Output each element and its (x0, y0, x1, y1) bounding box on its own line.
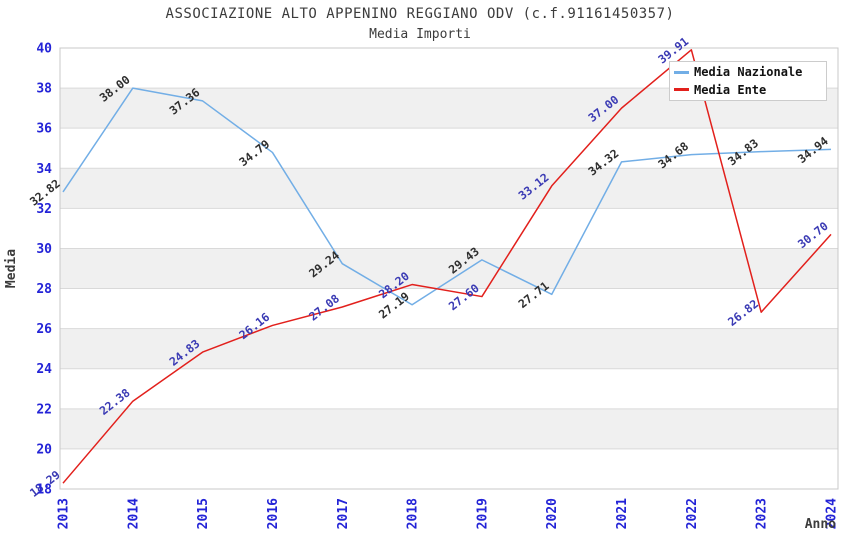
legend: Media Nazionale Media Ente (669, 61, 827, 101)
y-tick-label: 30 (36, 242, 52, 257)
data-label-media-nazionale: 34.79 (236, 137, 272, 169)
plot-border (59, 47, 839, 490)
plot-band (60, 168, 838, 209)
data-label-media-ente: 27.08 (306, 291, 342, 323)
x-tick-label: 2015 (196, 498, 211, 529)
x-tick-label: 2019 (475, 498, 490, 529)
y-tick-label: 40 (36, 42, 52, 57)
legend-line-icon-ente (674, 88, 689, 92)
data-label-media-ente: 26.82 (725, 297, 761, 329)
series-line-media-nazionale (62, 87, 832, 306)
y-tick-label: 18 (36, 483, 52, 498)
chart-title: ASSOCIAZIONE ALTO APPENINO REGGIANO ODV … (165, 6, 675, 22)
y-tick-label: 26 (36, 322, 52, 337)
x-tick-label: 2024 (825, 498, 840, 529)
legend-item-media-ente: Media Ente (674, 83, 826, 97)
y-tick-label: 20 (36, 442, 52, 457)
y-tick-label: 22 (36, 402, 52, 417)
x-axis-label: Anno (805, 517, 836, 532)
plot-band (60, 408, 838, 449)
y-tick-label: 32 (36, 202, 52, 217)
x-tick-label: 2022 (685, 498, 700, 529)
x-tick-label: 2021 (615, 498, 630, 529)
x-tick-label: 2017 (336, 498, 351, 529)
y-tick-label: 34 (36, 162, 52, 177)
x-tick-label: 2014 (126, 498, 141, 529)
y-tick-label: 28 (36, 282, 52, 297)
legend-label-media-nazionale: Media Nazionale (694, 65, 803, 80)
legend-line-icon-nazionale (674, 70, 689, 74)
chart-subtitle: Media Importi (369, 27, 471, 42)
x-tick-label: 2023 (755, 498, 770, 529)
x-tick-label: 2020 (545, 498, 560, 529)
legend-item-media-nazionale: Media Nazionale (674, 65, 826, 79)
y-tick-label: 36 (36, 122, 52, 137)
y-tick-label: 24 (36, 362, 52, 377)
x-tick-label: 2016 (266, 498, 281, 529)
y-tick-label: 38 (36, 82, 52, 97)
x-tick-label: 2013 (57, 498, 72, 529)
y-axis-label: Media (4, 249, 19, 288)
data-label-media-ente: 30.70 (795, 219, 831, 251)
legend-label-media-ente: Media Ente (694, 82, 767, 97)
x-tick-label: 2018 (406, 498, 421, 529)
